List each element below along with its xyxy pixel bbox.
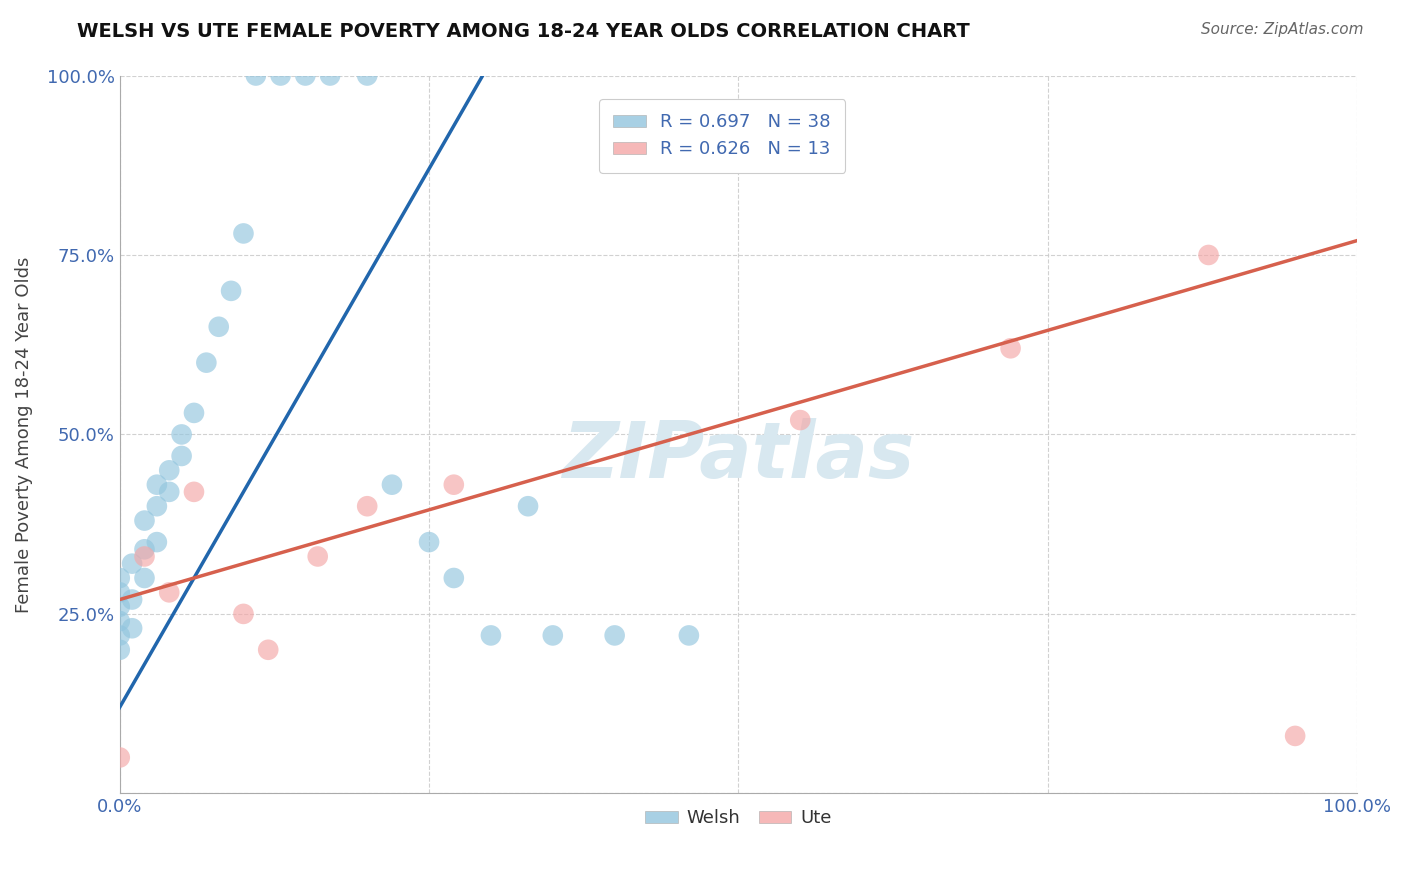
Y-axis label: Female Poverty Among 18-24 Year Olds: Female Poverty Among 18-24 Year Olds: [15, 256, 32, 613]
Point: [108, 614, 131, 628]
Point: [146, 535, 169, 549]
Point: [541, 628, 564, 642]
Point: [121, 557, 143, 571]
Point: [108, 628, 131, 642]
Point: [257, 642, 280, 657]
Point: [157, 484, 180, 499]
Point: [418, 535, 440, 549]
Point: [1000, 341, 1022, 355]
Point: [121, 621, 143, 635]
Text: ZIPatlas: ZIPatlas: [562, 418, 914, 494]
Point: [134, 571, 156, 585]
Point: [146, 477, 169, 491]
Point: [146, 500, 169, 514]
Point: [294, 69, 316, 83]
Point: [170, 427, 193, 442]
Point: [108, 571, 131, 585]
Point: [443, 477, 465, 491]
Point: [517, 500, 540, 514]
Point: [1198, 248, 1220, 262]
Point: [270, 69, 292, 83]
Point: [232, 227, 254, 241]
Point: [183, 484, 205, 499]
Point: [307, 549, 329, 564]
Point: [108, 750, 131, 764]
Point: [479, 628, 502, 642]
Point: [108, 585, 131, 599]
Point: [443, 571, 465, 585]
Point: [134, 542, 156, 557]
Text: WELSH VS UTE FEMALE POVERTY AMONG 18-24 YEAR OLDS CORRELATION CHART: WELSH VS UTE FEMALE POVERTY AMONG 18-24 …: [77, 22, 970, 41]
Point: [170, 449, 193, 463]
Point: [121, 592, 143, 607]
Point: [789, 413, 811, 427]
Point: [232, 607, 254, 621]
Legend: Welsh, Ute: Welsh, Ute: [638, 802, 839, 835]
Point: [245, 69, 267, 83]
Point: [134, 549, 156, 564]
Point: [319, 69, 342, 83]
Text: Source: ZipAtlas.com: Source: ZipAtlas.com: [1201, 22, 1364, 37]
Point: [219, 284, 242, 298]
Point: [356, 500, 378, 514]
Point: [157, 463, 180, 477]
Point: [108, 642, 131, 657]
Point: [183, 406, 205, 420]
Point: [678, 628, 700, 642]
Point: [356, 69, 378, 83]
Point: [208, 319, 231, 334]
Point: [603, 628, 626, 642]
Point: [195, 356, 218, 370]
Point: [108, 599, 131, 614]
Point: [1284, 729, 1306, 743]
Point: [157, 585, 180, 599]
Point: [381, 477, 404, 491]
Point: [134, 514, 156, 528]
